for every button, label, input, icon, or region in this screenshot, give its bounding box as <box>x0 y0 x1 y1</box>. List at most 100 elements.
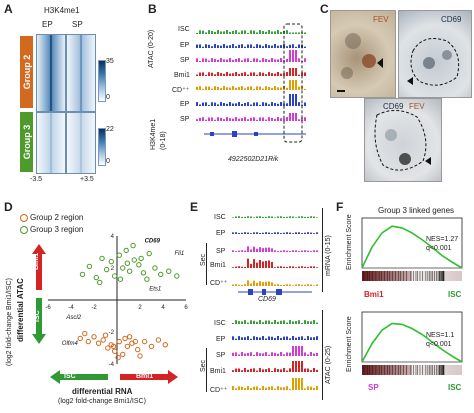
gsea-rank-bar <box>390 271 392 281</box>
track-b-5-bar <box>292 94 294 106</box>
col-label-ep: EP <box>42 20 53 29</box>
track-b-3-bar <box>250 72 252 76</box>
track-b-4-bar <box>271 88 273 90</box>
atac-track-1-bar <box>313 337 315 340</box>
gsea-rank-bar <box>444 271 446 281</box>
gsea-bottom-nes: NES=1.1 <box>426 332 455 339</box>
track-b-5-bar <box>220 102 222 106</box>
gsea-rank-bar <box>386 365 388 375</box>
mrna-track-3-bar <box>250 263 252 268</box>
h3k4me1-axis-label: H3K4me1 <box>150 118 157 150</box>
mrna-track-4-bar <box>289 284 291 286</box>
atac-sec-bracket <box>206 348 207 392</box>
gsea-rank-bar <box>412 365 414 375</box>
atac-track-0-bar <box>271 322 273 324</box>
mrna-track-1-bar <box>253 232 255 234</box>
atac-track-isc: ISC <box>214 320 226 327</box>
atac-track-3-bar <box>274 368 276 372</box>
scatter-point-group2 <box>102 332 109 338</box>
track-b-1-bar <box>208 44 210 48</box>
track-b-6-bar <box>238 118 240 121</box>
track-b-0-bar <box>211 30 213 34</box>
track-label-isc: ISC <box>178 26 190 33</box>
mrna-track-2-bar <box>271 248 273 252</box>
track-b-1-bar <box>298 44 300 48</box>
gsea-rank-bar <box>372 365 374 375</box>
scatter-point-group3 <box>166 268 172 274</box>
mrna-track-0-bar <box>289 216 291 218</box>
panel-a-label: A <box>4 2 13 16</box>
track-b-6-bar <box>241 118 243 121</box>
mrna-track-3-bar <box>301 266 303 268</box>
gsea-rank-bar <box>432 365 434 375</box>
atac-track-3-bar <box>244 368 246 372</box>
track-b-0-bar <box>259 30 261 34</box>
h3k4me1-range-label: (0-18) <box>160 131 167 150</box>
mrna-track-4-bar <box>244 284 246 286</box>
gsea-rank-bar <box>394 365 396 375</box>
cbar2-min: 0 <box>106 94 110 101</box>
group2-bar: Group 2 <box>20 36 33 108</box>
track-b-0-bar <box>220 31 222 34</box>
micrograph-cd69-fev: CD69 FEV <box>364 98 442 182</box>
atac-track-3-bar <box>238 368 240 372</box>
atac-track-4-bar <box>277 386 279 390</box>
track-b-0-bar <box>238 32 240 34</box>
gsea-enrichment-curve <box>361 225 463 269</box>
track-b-5-bar <box>298 102 300 106</box>
mrna-track-3-bar <box>280 266 282 268</box>
mrna-track-3-bar <box>304 266 306 268</box>
atac-track-1-bar <box>271 336 273 340</box>
panel-d-label: D <box>4 200 13 214</box>
track-b-3-bar <box>292 68 294 76</box>
gene-model-exon-e <box>248 289 253 295</box>
atac-track-2-bar <box>247 353 249 356</box>
mrna-track-2-bar <box>286 250 288 252</box>
track-b-1-bar <box>226 45 228 48</box>
track-b-0-bar <box>271 31 273 34</box>
mrna-track-2-bar <box>265 247 267 252</box>
atac-track-2-bar <box>253 354 255 356</box>
arrow-label-bmi1-vertical: Bmi1 <box>33 252 40 270</box>
track-b-2-bar <box>205 58 207 62</box>
track-b-1-bar <box>262 46 264 48</box>
track-b-2-bar <box>196 58 198 62</box>
scatter-point-group3 <box>86 263 93 270</box>
gene-model-exon-e <box>276 289 282 295</box>
track-b-2-bar <box>247 58 249 62</box>
atac-track-1-bar <box>253 336 255 340</box>
track-b-6-bar <box>289 113 291 121</box>
atac-track-0-bar <box>313 320 315 324</box>
track-b-1-bar <box>271 45 273 48</box>
mrna-track-4-bar <box>235 284 237 286</box>
track-b-3-bar <box>202 72 204 76</box>
gsea-rank-bar <box>422 365 424 375</box>
atac-track-1-bar <box>301 336 303 340</box>
track-b-0-bar <box>292 32 294 34</box>
gsea-rank-bar <box>450 365 452 375</box>
scatter-point-group3 <box>152 265 158 271</box>
cbar2-max: 35 <box>106 58 114 65</box>
gene-label-e: CD69 <box>258 296 276 303</box>
track-b-5-bar <box>277 103 279 106</box>
track-b-0-bar <box>217 30 219 34</box>
gsea-rank-bar <box>368 365 370 375</box>
mrna-track-3-bar <box>256 262 258 268</box>
atac-track-1-bar <box>247 336 249 340</box>
gsea-rank-bar <box>460 365 462 375</box>
track-b-3-bar <box>280 73 282 76</box>
atac-track-bmi1: Bmi1 <box>210 368 226 375</box>
track-b-0-bar <box>256 32 258 34</box>
atac-track-0-bar <box>283 320 285 324</box>
panel-c-label: C <box>320 2 329 16</box>
mrna-track-2-bar <box>235 251 237 252</box>
atac-track-3-bar <box>280 369 282 372</box>
scatter-point-group3 <box>97 279 103 286</box>
atac-track-1-bar <box>259 337 261 340</box>
atac-track-0-bar <box>316 322 318 324</box>
group3-bar: Group 3 <box>20 112 33 172</box>
gsea-rank-bar <box>374 271 376 281</box>
mrna-track-1-bar <box>247 232 249 234</box>
mrna-track-1-bar <box>235 232 237 234</box>
track-b-5-bar <box>265 102 267 106</box>
